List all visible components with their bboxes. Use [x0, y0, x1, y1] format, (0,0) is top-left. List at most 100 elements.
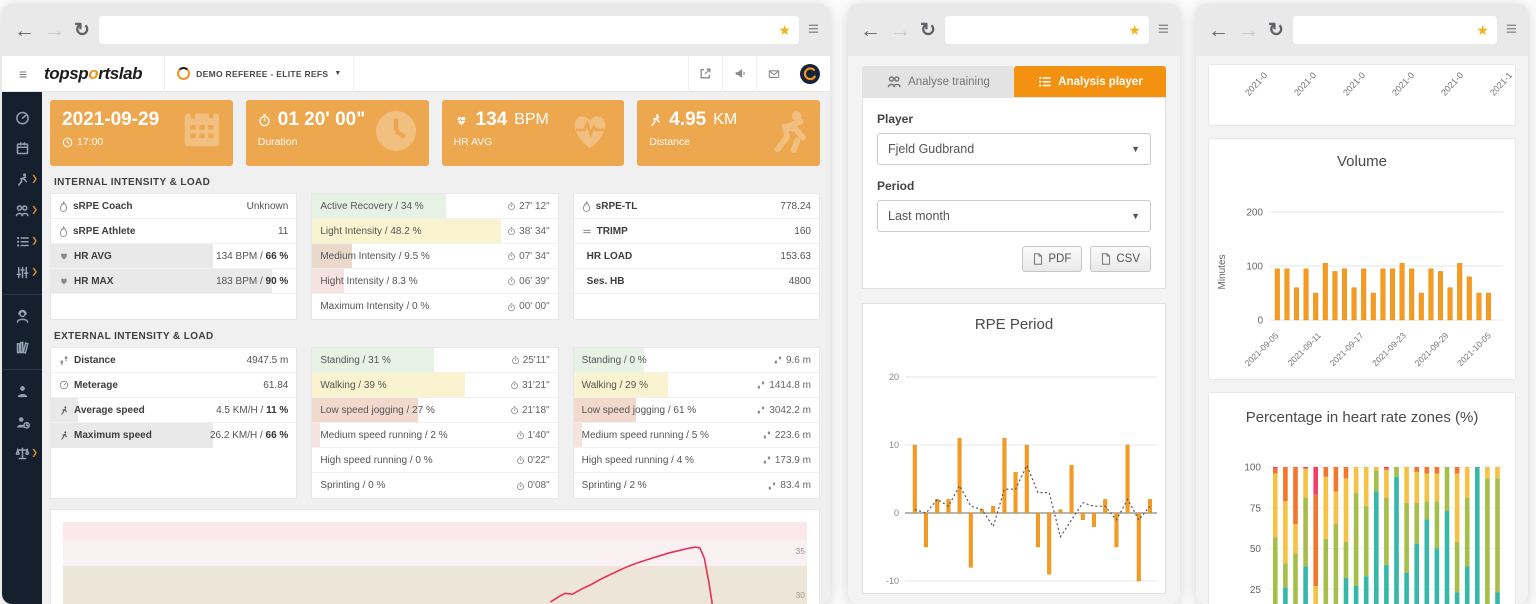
team-selector[interactable]: DEMO REFEREE - ELITE REFS ▼ — [164, 55, 355, 92]
reload-icon[interactable]: ↻ — [920, 19, 936, 41]
sidebar-item-gauge[interactable] — [2, 102, 42, 133]
svg-text:0: 0 — [894, 508, 899, 518]
browser-window-analysis: ← → ↻ ★ ≡ Analyse training Analysis playe… — [848, 4, 1180, 604]
app-logo[interactable]: topsportslab — [44, 63, 143, 83]
sidebar-item-team[interactable]: ❯ — [2, 195, 42, 226]
player-label: Player — [877, 112, 914, 126]
svg-text:2021-10-05: 2021-10-05 — [1455, 330, 1493, 368]
footsteps-icon — [756, 405, 766, 415]
browser-menu-icon[interactable]: ≡ — [1157, 19, 1169, 40]
stopwatch-icon — [507, 276, 516, 286]
pdf-button[interactable]: PDF — [1022, 246, 1083, 272]
url-bar[interactable]: ★ — [98, 16, 799, 44]
svg-text:Minutes: Minutes — [1217, 254, 1228, 289]
period-select[interactable]: Last month ▼ — [877, 200, 1151, 232]
internal-section-title: INTERNAL INTENSITY & LOAD — [54, 177, 211, 188]
svg-text:25: 25 — [1250, 585, 1262, 596]
svg-text:0: 0 — [1257, 316, 1263, 327]
sidebar-toggle-icon[interactable]: ≡ — [18, 65, 28, 82]
sidebar-item-calendar[interactable] — [2, 133, 42, 164]
browser-menu-icon[interactable]: ≡ — [1505, 19, 1517, 40]
bookmark-star-icon[interactable]: ★ — [1476, 21, 1489, 38]
stat-card-distance: 4.95 KM Distance — [637, 100, 820, 166]
reload-icon[interactable]: ↻ — [1268, 19, 1284, 41]
player-select[interactable]: Fjeld Gudbrand ▼ — [877, 133, 1151, 165]
back-icon[interactable]: ← — [14, 18, 35, 42]
back-icon[interactable]: ← — [1208, 18, 1229, 42]
external-link-icon[interactable] — [688, 55, 722, 92]
stat-label: 17:00 — [62, 136, 221, 148]
sidebar-item-user[interactable] — [2, 376, 42, 407]
volume-chart-title: Volume — [1336, 153, 1388, 170]
flame-icon — [59, 200, 68, 212]
browser-menu-icon[interactable]: ≡ — [807, 19, 819, 40]
run-icon — [59, 430, 69, 441]
team-logo-icon — [177, 67, 191, 80]
analysis-form: Player Fjeld Gudbrand ▼ Period Last mont… — [862, 97, 1166, 289]
tab-analysis-player[interactable]: Analysis player — [1014, 66, 1166, 97]
url-bar[interactable]: ★ — [944, 16, 1149, 44]
hr-zones-chart-card: Percentage in heart rate zones (%) 02550… — [1208, 392, 1516, 604]
external-metrics-table: Distance 4947.5 m Meterage 61.84 Average spe… — [50, 347, 298, 499]
x-axis-label: 2021-0 — [1390, 70, 1417, 98]
sidebar-item-scales[interactable]: ❯ — [2, 438, 42, 469]
rpe-chart-title: RPE Period — [974, 316, 1054, 333]
csv-button[interactable]: CSV — [1090, 246, 1151, 272]
browser-window-dashboard: ← → ↻ ★ ≡ ≡ topsportslab DEMO REFEREE - … — [2, 4, 830, 604]
runner-bg-icon — [768, 106, 812, 156]
stat-label: Distance — [649, 136, 691, 148]
sidebar-item-support[interactable] — [2, 301, 42, 332]
sidebar-item-tasks[interactable]: ❯ — [2, 226, 42, 257]
svg-text:50: 50 — [1250, 544, 1262, 555]
stopwatch-icon — [516, 481, 525, 491]
volume-chart: 0 100 200 Minutes 2021-09-05 2021-09-11 2021-0… — [1211, 172, 1513, 377]
sidebar-item-library[interactable] — [2, 332, 42, 363]
zone-row: Sprinting / 0 % 0'08" — [320, 480, 550, 491]
forward-icon[interactable]: → — [44, 18, 65, 42]
chevron-down-icon: ▼ — [1131, 211, 1140, 221]
forward-icon[interactable]: → — [890, 18, 911, 42]
sidebar-item-user-clock[interactable] — [2, 407, 42, 438]
bookmark-star-icon[interactable]: ★ — [778, 21, 791, 38]
stopwatch-icon — [507, 226, 516, 236]
reload-icon[interactable]: ↻ — [74, 19, 90, 41]
stat-label: HR AVG — [453, 136, 493, 148]
csv-file-icon — [1101, 253, 1111, 265]
hr-zones-chart-title: Percentage in heart rate zones (%) — [1245, 409, 1479, 426]
sidebar-item-runner[interactable]: ❯ — [2, 164, 42, 195]
megaphone-icon[interactable] — [722, 55, 756, 92]
stat-label: Duration — [257, 136, 298, 148]
svg-text:75: 75 — [1250, 503, 1262, 514]
zone-row: Standing / 0 % 9.6 m — [573, 348, 819, 373]
url-bar[interactable]: ★ — [1292, 16, 1497, 44]
zone-row: Low speed jogging / 61 % 3042.2 m — [573, 398, 819, 423]
internal-metrics-table: sRPE Coach Unknown sRPE Athlete 11 HR AVG 134… — [50, 193, 298, 320]
x-axis-label: 2021-0 — [1341, 70, 1368, 98]
analysis-tabs: Analyse training Analysis player — [862, 66, 1166, 97]
table-row: HR AVG 134 BPM / 66 % — [51, 244, 297, 269]
team-icon — [886, 74, 902, 89]
svg-text:100: 100 — [1246, 262, 1263, 273]
tab-analyse-training[interactable]: Analyse training — [862, 66, 1014, 97]
stopwatch-icon — [516, 430, 525, 440]
flame-icon — [582, 200, 591, 212]
back-icon[interactable]: ← — [860, 18, 881, 42]
zone-row: Light Intensity / 48.2 % 38' 34" — [312, 219, 558, 244]
zone-row: Medium speed running / 5 % 223.6 m — [573, 423, 819, 448]
chevron-right-icon: ❯ — [31, 236, 38, 245]
sidebar-item-equalizer[interactable]: ❯ — [2, 257, 42, 288]
brand-badge-icon[interactable] — [790, 63, 830, 85]
stopwatch-icon — [507, 251, 516, 261]
table-row: sRPE-TL 778.24 — [573, 194, 819, 219]
svg-text:-10: -10 — [886, 576, 899, 586]
envelope-icon[interactable] — [756, 55, 790, 92]
chevron-right-icon: ❯ — [31, 267, 38, 276]
forward-icon[interactable]: → — [1238, 18, 1259, 42]
table-row: HR LOAD 153.63 — [573, 244, 819, 269]
tasks-icon — [1037, 74, 1052, 89]
period-select-value: Last month — [888, 209, 950, 223]
svg-text:2021-09-05: 2021-09-05 — [1243, 330, 1281, 368]
svg-text:20: 20 — [889, 372, 899, 382]
bookmark-star-icon[interactable]: ★ — [1128, 21, 1141, 38]
hr-zones-chart: 0255075100 — [1211, 434, 1513, 604]
